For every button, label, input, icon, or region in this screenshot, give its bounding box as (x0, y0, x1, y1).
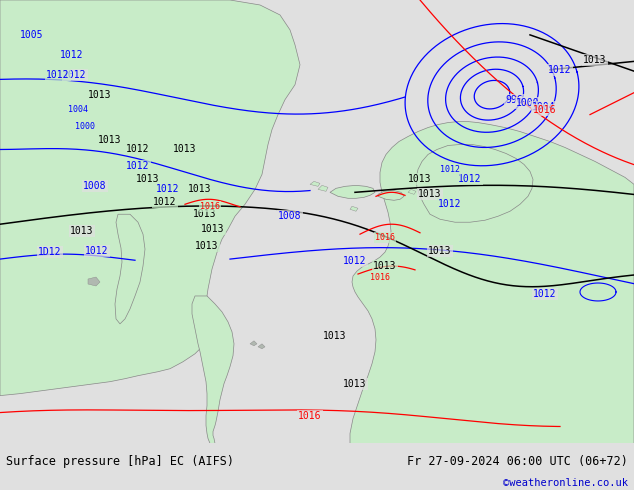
Polygon shape (192, 296, 234, 443)
Text: 1D12: 1D12 (38, 247, 61, 257)
Text: 1012: 1012 (85, 246, 109, 256)
Text: 1016: 1016 (370, 272, 390, 282)
Text: 1013: 1013 (136, 174, 160, 184)
Text: 1013: 1013 (583, 55, 607, 65)
Text: 1008: 1008 (278, 211, 302, 221)
Polygon shape (330, 185, 375, 198)
Text: 1012: 1012 (63, 70, 87, 80)
Polygon shape (310, 181, 320, 186)
Text: 1013: 1013 (201, 224, 224, 234)
Text: 1016: 1016 (200, 202, 220, 211)
Text: 1013: 1013 (188, 184, 212, 195)
Polygon shape (115, 214, 145, 324)
Text: 1013: 1013 (193, 209, 217, 219)
Text: ©weatheronline.co.uk: ©weatheronline.co.uk (503, 478, 628, 488)
Polygon shape (318, 185, 328, 191)
Text: 1008: 1008 (83, 181, 107, 192)
Text: 1013: 1013 (323, 331, 347, 341)
Text: 1013: 1013 (173, 145, 197, 154)
Text: 1016: 1016 (375, 233, 395, 242)
Text: 1013: 1013 (70, 226, 94, 236)
Text: 1012: 1012 (46, 70, 70, 80)
Text: Fr 27-09-2024 06:00 UTC (06+72): Fr 27-09-2024 06:00 UTC (06+72) (407, 455, 628, 467)
Text: 1013: 1013 (428, 246, 452, 256)
Text: Surface pressure [hPa] EC (AIFS): Surface pressure [hPa] EC (AIFS) (6, 455, 235, 467)
Text: 1013: 1013 (373, 261, 397, 271)
Text: 1013: 1013 (343, 379, 366, 389)
Text: 1000: 1000 (75, 122, 95, 131)
Text: 1012: 1012 (458, 174, 482, 184)
Text: 1012: 1012 (533, 289, 557, 299)
Text: 1016: 1016 (298, 411, 321, 420)
Text: 1012: 1012 (126, 145, 150, 154)
Polygon shape (0, 0, 300, 395)
Text: 1013: 1013 (408, 174, 432, 184)
Polygon shape (378, 190, 404, 200)
Polygon shape (350, 122, 634, 443)
Text: 1012: 1012 (153, 197, 177, 207)
Text: 1016: 1016 (533, 105, 557, 115)
Text: 1004: 1004 (533, 101, 556, 112)
Polygon shape (408, 189, 416, 195)
Text: 996: 996 (505, 95, 523, 105)
Polygon shape (250, 341, 257, 346)
Text: 1013: 1013 (195, 241, 219, 251)
Text: 1012: 1012 (156, 184, 180, 195)
Text: 1012: 1012 (548, 65, 572, 75)
Text: 1012: 1012 (440, 165, 460, 174)
Text: 1013: 1013 (418, 189, 442, 199)
Text: 1012: 1012 (60, 50, 84, 60)
Text: 1013: 1013 (88, 90, 112, 99)
Polygon shape (258, 344, 265, 349)
Text: 1012: 1012 (126, 161, 150, 172)
Text: 1012: 1012 (343, 256, 366, 266)
Polygon shape (350, 206, 358, 211)
Polygon shape (416, 145, 533, 222)
Text: 1004: 1004 (68, 105, 88, 114)
Text: 1000: 1000 (516, 98, 540, 108)
Text: 1013: 1013 (98, 135, 122, 145)
Polygon shape (88, 277, 100, 286)
Text: 1005: 1005 (20, 30, 44, 40)
Text: 1012: 1012 (438, 199, 462, 209)
